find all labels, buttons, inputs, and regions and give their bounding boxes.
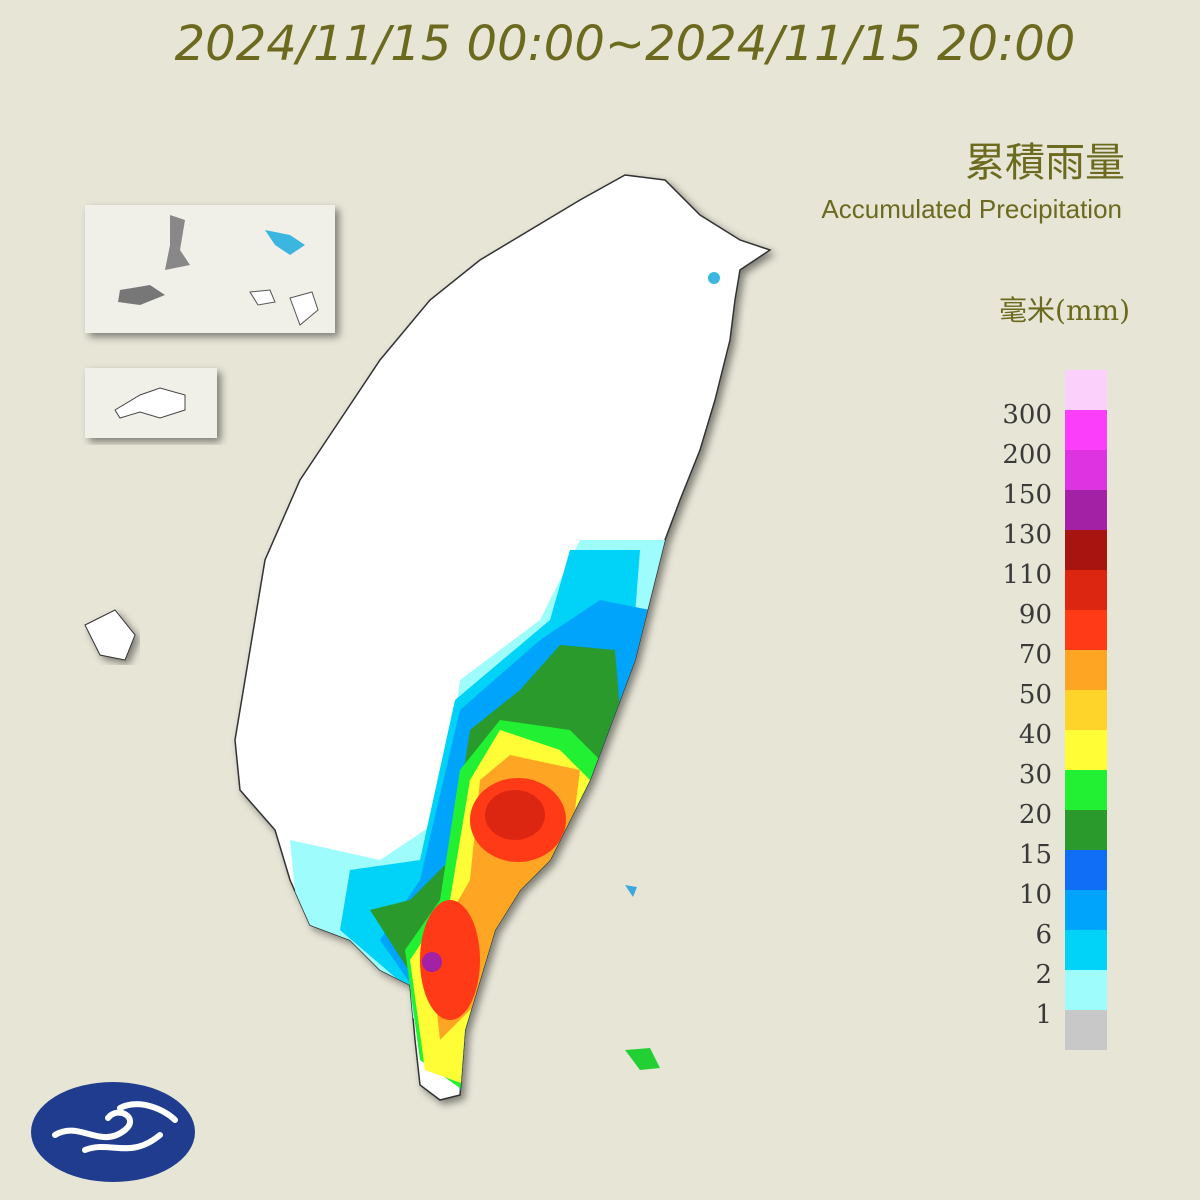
inset xyxy=(85,205,335,333)
island xyxy=(265,230,305,255)
island xyxy=(249,289,319,326)
legend-label: 6 xyxy=(1035,920,1052,950)
island xyxy=(118,285,165,305)
legend-label: 70 xyxy=(1019,640,1052,670)
legend-swatch xyxy=(1065,890,1107,930)
island xyxy=(625,1048,660,1070)
island xyxy=(625,885,637,897)
legend-label: 40 xyxy=(1019,720,1052,750)
legend-swatch xyxy=(1065,730,1107,770)
legend-swatch xyxy=(1065,370,1107,410)
legend-swatch xyxy=(1065,610,1107,650)
legend-subtitle: Accumulated Precipitation xyxy=(821,194,1122,224)
island xyxy=(114,387,186,419)
island xyxy=(84,609,136,661)
title: 2024/11/15 00:00~2024/11/15 20:00 xyxy=(175,16,1076,72)
legend-swatch xyxy=(1065,650,1107,690)
legend-label: 90 xyxy=(1019,600,1052,630)
legend-label: 15 xyxy=(1019,840,1052,870)
legend-swatch xyxy=(1065,1010,1107,1050)
legend-label: 1 xyxy=(1035,1000,1052,1030)
legend-label: 30 xyxy=(1019,760,1052,790)
legend-label: 2 xyxy=(1035,960,1052,990)
legend-title: 累積雨量 xyxy=(965,140,1125,186)
legend-swatch xyxy=(1065,930,1107,970)
legend: 1 2 6 10 15 20 30 40 50 70 90 110 130 150 200 300 xyxy=(1002,370,1107,1050)
rain-field xyxy=(290,540,680,1100)
legend-label: 20 xyxy=(1019,800,1052,830)
legend-label: 200 xyxy=(1002,440,1052,470)
legend-swatch xyxy=(1065,690,1107,730)
legend-swatch xyxy=(1065,970,1107,1010)
legend-swatch xyxy=(1065,410,1107,450)
island xyxy=(165,215,190,270)
rain-spot xyxy=(708,272,720,284)
legend-label: 150 xyxy=(1002,480,1052,510)
legend-label: 110 xyxy=(1002,560,1052,590)
legend-swatch xyxy=(1065,530,1107,570)
legend-swatch xyxy=(1065,810,1107,850)
legend-label: 300 xyxy=(1002,400,1052,430)
legend-swatch xyxy=(1065,570,1107,610)
legend-swatch xyxy=(1065,450,1107,490)
legend-label: 10 xyxy=(1019,880,1052,910)
legend-swatch xyxy=(1065,770,1107,810)
logo-mark xyxy=(52,1101,178,1153)
legend-label: 50 xyxy=(1019,680,1052,710)
legend-swatch xyxy=(1065,490,1107,530)
legend-label: 130 xyxy=(1002,520,1052,550)
legend-unit: 毫米(mm) xyxy=(999,294,1130,327)
legend-swatch xyxy=(1065,850,1107,890)
